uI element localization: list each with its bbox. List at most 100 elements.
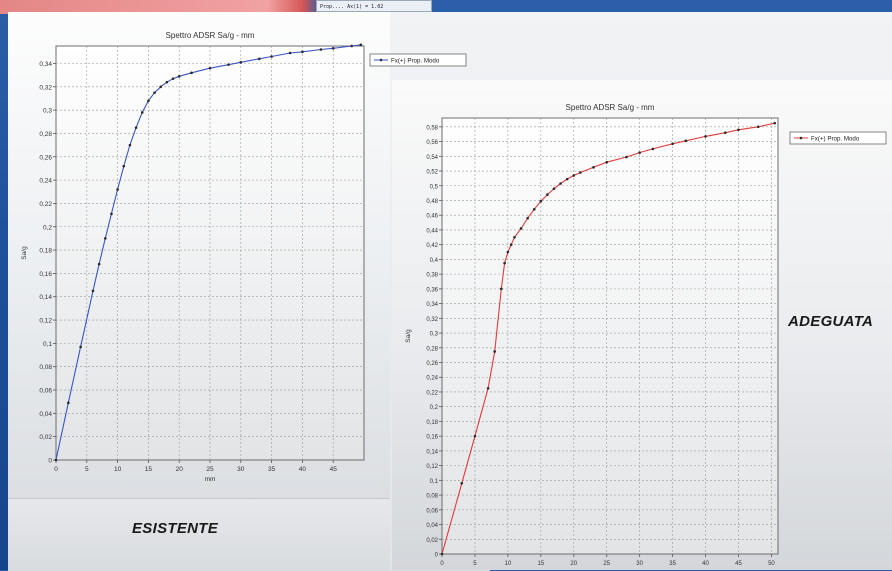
legend-label: Fx(+) Prop. Modo (811, 136, 860, 143)
y-tick-label: 0,24 (426, 376, 438, 382)
x-tick-label: 0 (440, 561, 444, 567)
series-point (473, 434, 477, 438)
y-tick-label: 0,26 (426, 361, 438, 367)
series-point (605, 160, 609, 164)
y-tick-label: 0,26 (39, 154, 52, 161)
series-point (227, 63, 230, 66)
y-tick-label: 0,02 (39, 434, 52, 441)
series-point (140, 111, 144, 114)
series-point (671, 142, 674, 146)
y-tick-label: 0,14 (39, 294, 52, 301)
series-point (134, 126, 138, 129)
y-tick-label: 0,44 (426, 228, 438, 234)
series-point (526, 216, 529, 220)
y-tick-label: 0,2 (430, 405, 439, 411)
x-axis-label: mm (205, 476, 216, 483)
y-tick-label: 0 (48, 458, 52, 465)
x-tick-label: 0 (54, 466, 58, 473)
y-tick-label: 0,18 (39, 248, 52, 255)
series-point (128, 143, 132, 147)
series-point (91, 289, 95, 293)
series-point (572, 174, 576, 177)
series-point (153, 91, 156, 94)
series-point (539, 199, 543, 203)
x-tick-label: 30 (636, 561, 643, 567)
x-tick-label: 45 (330, 466, 338, 473)
y-tick-label: 0,1 (43, 341, 52, 348)
series-point (592, 166, 595, 169)
x-tick-label: 25 (206, 466, 214, 473)
x-tick-label: 15 (537, 561, 544, 567)
y-tick-label: 0,54 (426, 155, 438, 161)
y-tick-label: 0,46 (426, 214, 438, 220)
y-tick-label: 0,08 (426, 494, 438, 500)
y-tick-label: 0,28 (426, 346, 438, 352)
y-tick-label: 0 (435, 553, 439, 559)
series-point (257, 57, 261, 61)
x-tick-label: 20 (570, 561, 577, 567)
series-point (737, 128, 740, 132)
y-tick-label: 0,3 (430, 332, 439, 338)
y-tick-label: 0,3 (43, 108, 52, 115)
series-point (171, 77, 175, 80)
y-tick-label: 0,24 (39, 178, 52, 185)
y-axis-label: Sa/g (21, 246, 28, 260)
x-tick-label: 10 (114, 466, 122, 473)
series-point (288, 51, 292, 55)
series-point (208, 66, 212, 70)
y-tick-label: 0,32 (426, 317, 438, 323)
series-point (486, 386, 490, 390)
series-point (552, 187, 556, 191)
y-tick-label: 0,06 (426, 508, 438, 514)
series-point (460, 481, 464, 485)
series-point (359, 43, 363, 47)
x-tick-label: 40 (299, 466, 307, 473)
y-tick-label: 0,16 (39, 271, 52, 278)
series-point (756, 125, 760, 129)
series-point (503, 261, 506, 265)
series-point (546, 193, 549, 196)
y-tick-label: 0,04 (426, 523, 438, 529)
series-line (55, 44, 361, 461)
y-tick-label: 0,48 (426, 199, 438, 205)
series-point (97, 262, 101, 266)
series-point (165, 80, 169, 84)
series-point (638, 151, 641, 154)
series-point (67, 401, 70, 405)
y-tick-label: 0,38 (426, 273, 438, 279)
y-tick-label: 0,16 (426, 435, 438, 441)
series-point (506, 250, 510, 254)
legend-label: Fx(+) Prop. Modo (391, 58, 440, 65)
x-tick-label: 30 (237, 466, 245, 473)
y-tick-label: 0,32 (39, 84, 52, 91)
y-tick-label: 0,42 (426, 243, 438, 249)
x-tick-label: 40 (702, 561, 709, 567)
series-point (190, 71, 193, 75)
series-point (270, 55, 273, 58)
series-point (103, 237, 107, 240)
y-tick-label: 0,14 (426, 449, 438, 455)
series-point (519, 227, 523, 230)
series-point (79, 345, 82, 349)
series-point (147, 99, 150, 103)
x-tick-label: 50 (768, 561, 775, 567)
y-tick-label: 0,36 (426, 287, 438, 293)
series-point (159, 85, 163, 89)
y-tick-label: 0,2 (43, 224, 52, 231)
y-tick-label: 0,02 (426, 538, 438, 544)
series-point (331, 47, 335, 50)
y-tick-label: 0,18 (426, 420, 438, 426)
y-tick-label: 0,52 (426, 170, 438, 176)
series-point (301, 50, 304, 54)
caption-esistente: ESISTENTE (132, 520, 219, 537)
series-point (239, 61, 243, 64)
series-point (513, 236, 516, 239)
y-tick-label: 0,04 (39, 411, 52, 418)
y-tick-label: 0,28 (39, 131, 52, 138)
chart-title: Spettro ADSR Sa/g - mm (166, 31, 255, 40)
x-tick-label: 10 (505, 561, 512, 567)
x-tick-label: 35 (669, 561, 676, 567)
y-axis-label: Sa/g (405, 329, 412, 343)
series-point (319, 48, 323, 51)
series-point (579, 171, 582, 174)
